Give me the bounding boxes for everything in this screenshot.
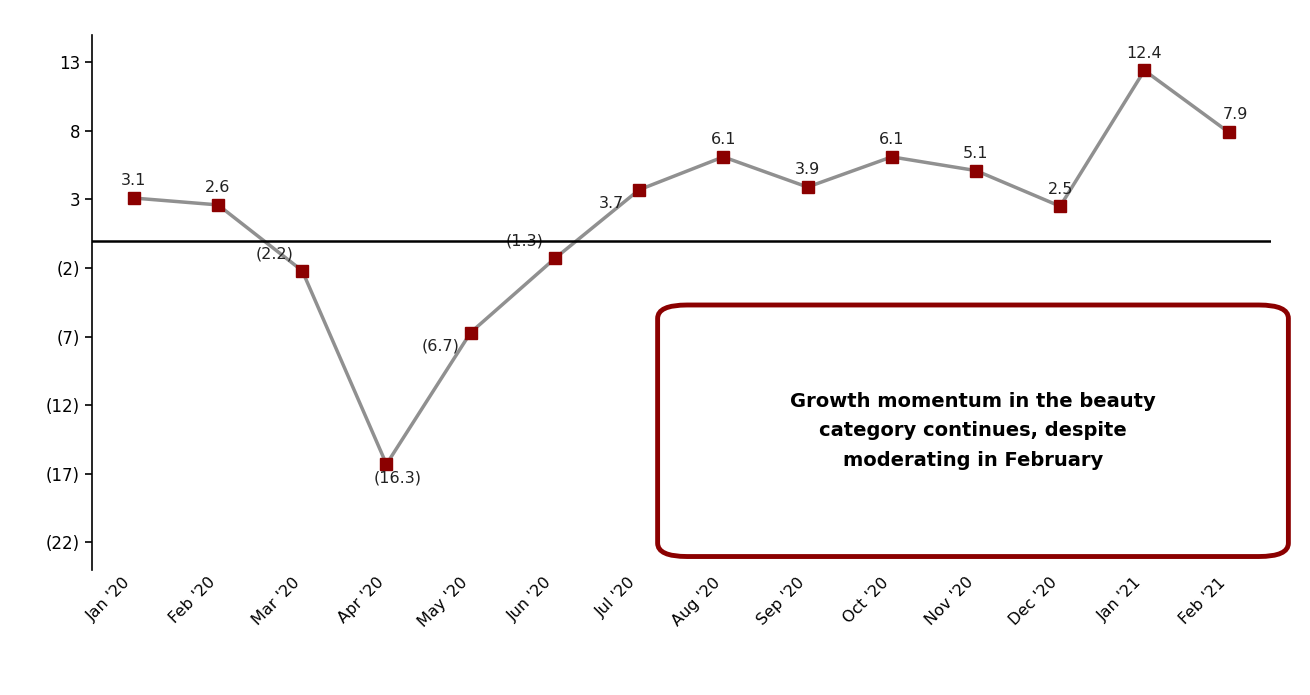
Text: 3.7: 3.7 xyxy=(599,195,624,211)
Text: 2.5: 2.5 xyxy=(1048,181,1073,197)
Text: 3.1: 3.1 xyxy=(121,173,147,188)
Text: 6.1: 6.1 xyxy=(710,132,736,147)
Text: Growth momentum in the beauty
category continues, despite
moderating in February: Growth momentum in the beauty category c… xyxy=(790,392,1155,470)
Text: (16.3): (16.3) xyxy=(373,470,422,485)
Text: 7.9: 7.9 xyxy=(1222,108,1248,122)
Text: (6.7): (6.7) xyxy=(422,338,458,353)
Text: 6.1: 6.1 xyxy=(879,132,904,147)
Text: (2.2): (2.2) xyxy=(255,246,293,261)
Text: (1.3): (1.3) xyxy=(506,234,544,249)
FancyBboxPatch shape xyxy=(658,305,1289,557)
Text: 3.9: 3.9 xyxy=(795,163,820,177)
Text: 5.1: 5.1 xyxy=(963,146,989,161)
Text: 2.6: 2.6 xyxy=(206,180,231,195)
Text: 12.4: 12.4 xyxy=(1127,46,1162,60)
